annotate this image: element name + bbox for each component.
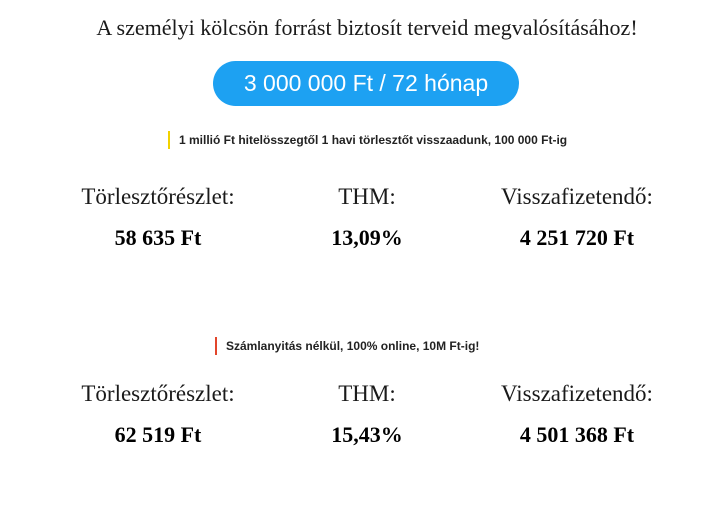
apr-label: THM: — [338, 184, 396, 209]
installment-label: Törlesztőrészlet: — [81, 184, 235, 209]
total-repayment-stat: Visszafizetendő: 4 251 720 Ft — [457, 183, 697, 251]
offer-note-text: 1 millió Ft hitelösszegtől 1 havi törles… — [179, 133, 568, 147]
offer-highlight-bar — [168, 131, 170, 149]
apr-value: 13,09% — [331, 225, 403, 250]
installment-value: 58 635 Ft — [114, 225, 202, 250]
installment-value: 62 519 Ft — [114, 422, 202, 447]
total-repayment-stat: Visszafizetendő: 4 501 368 Ft — [457, 380, 697, 448]
total-repayment-label: Visszafizetendő: — [501, 184, 653, 209]
total-repayment-value: 4 501 368 Ft — [519, 422, 635, 447]
installment-stat: Törlesztőrészlet: 62 519 Ft — [38, 380, 278, 448]
total-repayment-label: Visszafizetendő: — [501, 381, 653, 406]
loan-amount-button[interactable]: 3 000 000 Ft / 72 hónap — [213, 61, 519, 106]
installment-label: Törlesztőrészlet: — [81, 381, 235, 406]
apr-label: THM: — [338, 381, 396, 406]
offer-note-2: Számlanyitás nélkül, 100% online, 10M Ft… — [215, 335, 535, 357]
page-headline: A személyi kölcsön forrást biztosít terv… — [96, 15, 638, 40]
offer-highlight-bar — [215, 337, 217, 355]
offer-note-text: Számlanyitás nélkül, 100% online, 10M Ft… — [226, 339, 480, 353]
apr-value: 15,43% — [331, 422, 403, 447]
installment-stat: Törlesztőrészlet: 58 635 Ft — [38, 183, 278, 251]
apr-stat: THM: 13,09% — [247, 183, 487, 251]
offer-note-1: 1 millió Ft hitelösszegtől 1 havi törles… — [168, 129, 588, 151]
total-repayment-value: 4 251 720 Ft — [519, 225, 635, 250]
apr-stat: THM: 15,43% — [247, 380, 487, 448]
